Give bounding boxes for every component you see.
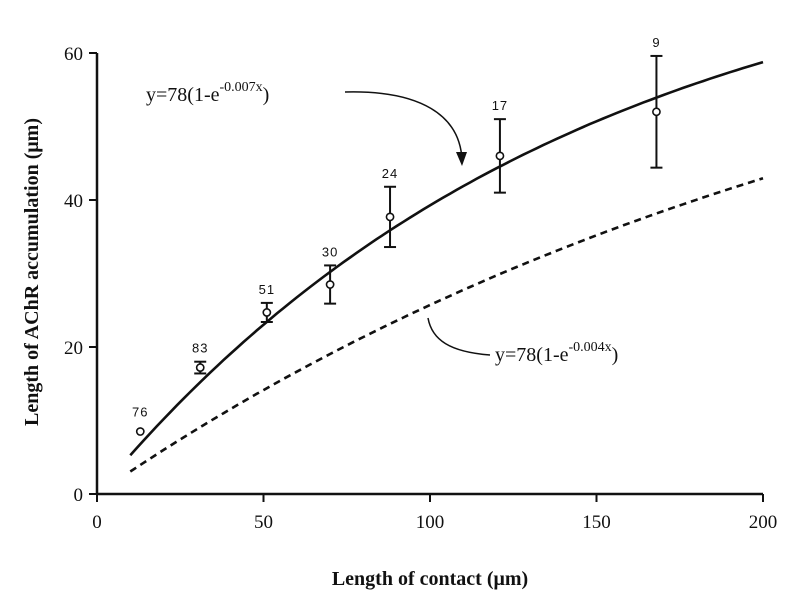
equation-solid-tail: ) — [263, 84, 270, 106]
data-point-marker — [325, 280, 335, 289]
data-point-group: 24 — [382, 166, 398, 249]
data-point-marker — [135, 427, 145, 436]
curves — [129, 60, 764, 473]
ticks: 0 50 100 150 200 0 20 40 60 — [64, 44, 777, 533]
equation-dashed-exp: -0.004x — [568, 340, 611, 355]
y-tick-label: 20 — [64, 338, 83, 359]
pointer-dashed — [427, 317, 491, 356]
sample-size-label: 51 — [259, 282, 275, 297]
data-point-group: 9 — [650, 35, 663, 169]
data-points: 76 83 51 30 24 17 9 — [132, 35, 663, 436]
equation-solid-base: y=78(1-e — [146, 84, 220, 106]
equation-solid-exp: -0.007x — [219, 80, 262, 95]
data-point-group: 51 — [259, 282, 275, 324]
data-point-group: 76 — [132, 405, 148, 436]
sample-size-label: 24 — [382, 166, 398, 181]
y-tick-label: 0 — [74, 485, 84, 506]
data-point-marker — [262, 308, 272, 317]
x-tick-label: 100 — [416, 512, 445, 533]
x-tick-label: 150 — [582, 512, 611, 533]
arrow-solid — [344, 91, 463, 161]
sample-size-label: 9 — [652, 35, 660, 50]
sample-size-label: 30 — [322, 244, 338, 259]
data-point-marker — [195, 363, 205, 372]
fit-curve-dashed — [129, 177, 764, 473]
x-tick-label: 0 — [92, 512, 102, 533]
data-point-group: 83 — [192, 341, 208, 375]
sample-size-label: 83 — [192, 341, 208, 356]
x-tick-label: 50 — [254, 512, 273, 533]
y-tick-label: 60 — [64, 44, 83, 65]
data-point-group: 30 — [322, 244, 338, 305]
data-point-marker — [495, 151, 505, 161]
equation-dashed-base: y=78(1-e — [495, 344, 569, 366]
data-point-marker — [385, 212, 395, 222]
y-axis-title: Length of AChR accumulation (μm) — [21, 118, 43, 426]
data-point-marker — [652, 107, 661, 117]
data-point-group: 17 — [492, 98, 508, 194]
arrow-solid-head — [456, 152, 467, 166]
axes — [95, 53, 763, 496]
sample-size-label: 76 — [132, 405, 148, 420]
x-tick-label: 200 — [749, 512, 778, 533]
equation-solid: y=78(1-e-0.007x) — [146, 80, 269, 106]
sample-size-label: 17 — [492, 98, 508, 113]
x-axis-title: Length of contact (μm) — [332, 568, 528, 590]
fit-curve-solid — [129, 60, 764, 457]
y-tick-label: 40 — [64, 191, 83, 212]
equation-dashed: y=78(1-e-0.004x) — [495, 340, 618, 366]
equation-dashed-tail: ) — [612, 344, 619, 366]
